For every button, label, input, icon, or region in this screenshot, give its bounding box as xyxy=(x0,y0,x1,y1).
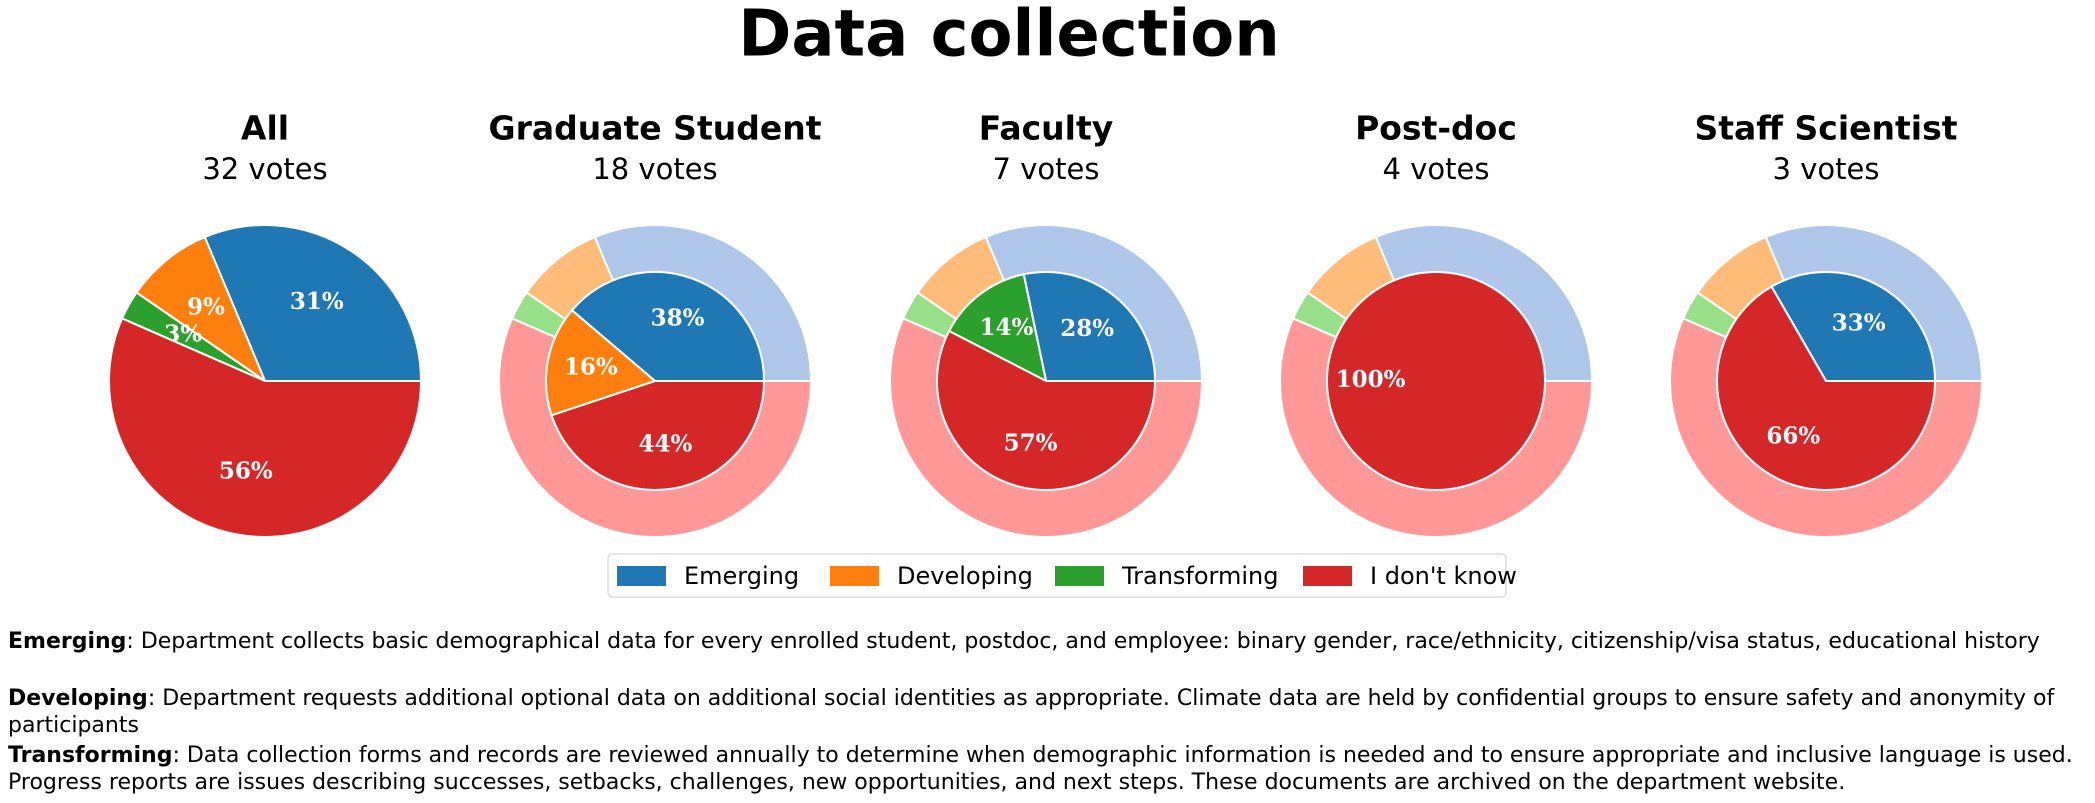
legend-swatch xyxy=(830,566,879,586)
panel-subtitle: 32 votes xyxy=(202,152,327,186)
description-term: Developing xyxy=(8,686,148,711)
description: Emerging: Department collects basic demo… xyxy=(8,628,2088,655)
data-label: 38% xyxy=(651,305,705,332)
description-text: : Data collection forms and records are … xyxy=(8,743,2073,795)
wedge xyxy=(203,224,423,382)
data-label: 31% xyxy=(290,288,344,315)
panel-title: Faculty xyxy=(979,109,1114,148)
data-label: 100% xyxy=(1336,366,1406,393)
legend-label: Developing xyxy=(897,562,1033,590)
panel-subtitle: 18 votes xyxy=(592,152,717,186)
data-label: 44% xyxy=(639,431,693,458)
data-label: 33% xyxy=(1832,309,1886,336)
description-term: Transforming xyxy=(8,743,173,768)
wedge xyxy=(570,271,766,382)
panel-subtitle: 3 votes xyxy=(1773,152,1880,186)
data-label: 28% xyxy=(1060,315,1114,342)
data-label: 14% xyxy=(979,314,1033,341)
panel-title: Post-doc xyxy=(1355,109,1517,148)
wedge xyxy=(1022,271,1157,382)
wedge xyxy=(108,317,423,538)
description-term: Emerging xyxy=(8,629,127,654)
legend-swatch xyxy=(1055,566,1104,586)
panel-subtitle: 4 votes xyxy=(1383,152,1490,186)
data-label: 66% xyxy=(1766,423,1820,450)
description: Transforming: Data collection forms and … xyxy=(8,742,2088,796)
wedge xyxy=(1325,271,1547,491)
legend-label: I don't know xyxy=(1370,562,1517,590)
panel-title: Graduate Student xyxy=(489,109,822,148)
legend-label: Transforming xyxy=(1121,562,1279,590)
panel-title: Staff Scientist xyxy=(1694,109,1957,148)
wedge xyxy=(550,380,766,491)
data-label: 16% xyxy=(564,353,618,380)
legend-swatch xyxy=(1303,566,1352,586)
main-title: Data collection xyxy=(738,0,1280,72)
description-text: : Department requests additional optiona… xyxy=(8,686,2055,738)
panel-title: All xyxy=(241,109,289,148)
data-label: 56% xyxy=(219,458,273,485)
legend-swatch xyxy=(617,566,666,586)
panel-subtitle: 7 votes xyxy=(993,152,1100,186)
wedge xyxy=(1716,285,1937,491)
data-label: 57% xyxy=(1004,430,1058,457)
description: Developing: Department requests addition… xyxy=(8,685,2088,739)
legend-label: Emerging xyxy=(684,562,799,590)
data-label: 9% xyxy=(187,293,225,320)
description-text: : Department collects basic demographica… xyxy=(126,629,2040,654)
wedge xyxy=(936,329,1157,491)
wedge xyxy=(1770,271,1937,382)
